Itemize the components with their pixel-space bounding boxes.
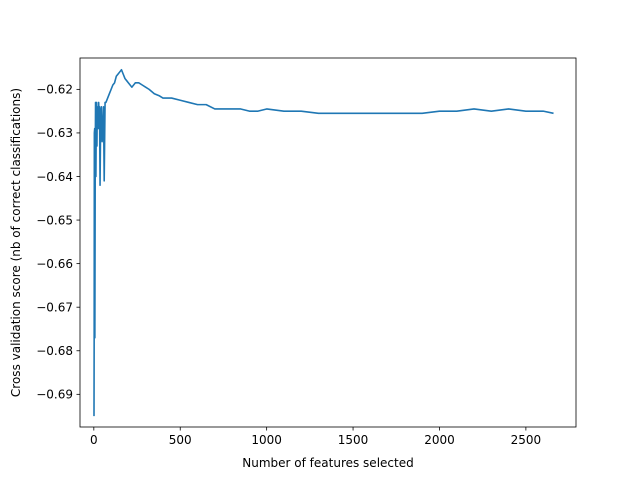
x-axis-ticks: 0 500 1000 1500 2000 2500 bbox=[90, 427, 541, 447]
x-tick-label: 1000 bbox=[251, 433, 282, 447]
x-axis-label: Number of features selected bbox=[242, 456, 413, 470]
series-line-0 bbox=[93, 68, 554, 417]
y-axis-label: Cross validation score (nb of correct cl… bbox=[9, 88, 23, 397]
x-tick-label: 0 bbox=[90, 433, 98, 447]
x-tick-label: 2000 bbox=[424, 433, 455, 447]
y-tick-label: −0.62 bbox=[36, 83, 73, 97]
x-tick-label: 500 bbox=[169, 433, 192, 447]
y-tick-label: −0.63 bbox=[36, 126, 73, 140]
y-tick-label: −0.68 bbox=[36, 344, 73, 358]
y-tick-label: −0.69 bbox=[36, 388, 73, 402]
y-tick-label: −0.67 bbox=[36, 300, 73, 314]
y-axis-ticks: −0.69 −0.68 −0.67 −0.66 −0.65 −0.64 −0.63 −0.62 bbox=[36, 83, 80, 402]
plot-frame bbox=[79, 57, 577, 428]
x-tick-label: 1500 bbox=[338, 433, 369, 447]
x-tick-label: 2500 bbox=[511, 433, 542, 447]
y-tick-label: −0.64 bbox=[36, 170, 73, 184]
y-tick-label: −0.66 bbox=[36, 257, 73, 271]
y-tick-label: −0.65 bbox=[36, 213, 73, 227]
plot-area bbox=[93, 68, 554, 417]
